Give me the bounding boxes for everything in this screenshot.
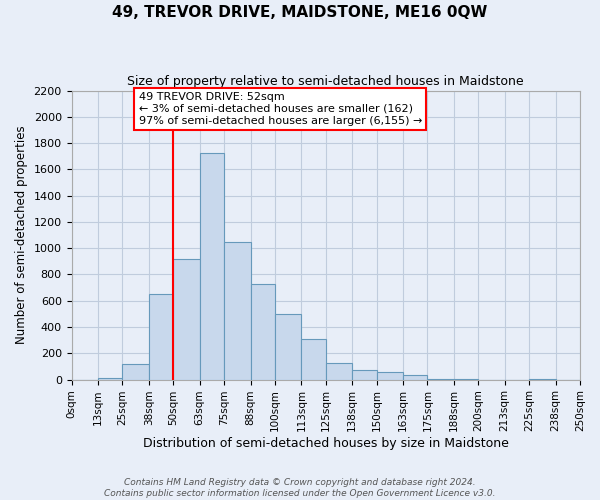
Bar bbox=[98, 378, 122, 380]
Bar bbox=[454, 379, 478, 380]
Text: Contains HM Land Registry data © Crown copyright and database right 2024.
Contai: Contains HM Land Registry data © Crown c… bbox=[104, 478, 496, 498]
Bar bbox=[149, 294, 173, 380]
Bar bbox=[326, 362, 352, 380]
Bar bbox=[200, 153, 224, 380]
Bar bbox=[275, 314, 301, 380]
Bar bbox=[403, 375, 427, 380]
Bar bbox=[377, 372, 403, 380]
Bar bbox=[251, 284, 275, 380]
Text: 49 TREVOR DRIVE: 52sqm
← 3% of semi-detached houses are smaller (162)
97% of sem: 49 TREVOR DRIVE: 52sqm ← 3% of semi-deta… bbox=[139, 92, 422, 126]
Bar bbox=[352, 370, 377, 380]
Bar bbox=[529, 379, 556, 380]
Bar bbox=[173, 258, 200, 380]
X-axis label: Distribution of semi-detached houses by size in Maidstone: Distribution of semi-detached houses by … bbox=[143, 437, 509, 450]
Bar bbox=[122, 364, 149, 380]
Bar bbox=[301, 339, 326, 380]
Bar bbox=[427, 379, 454, 380]
Text: 49, TREVOR DRIVE, MAIDSTONE, ME16 0QW: 49, TREVOR DRIVE, MAIDSTONE, ME16 0QW bbox=[112, 5, 488, 20]
Title: Size of property relative to semi-detached houses in Maidstone: Size of property relative to semi-detach… bbox=[127, 75, 524, 88]
Bar bbox=[224, 242, 251, 380]
Y-axis label: Number of semi-detached properties: Number of semi-detached properties bbox=[15, 126, 28, 344]
